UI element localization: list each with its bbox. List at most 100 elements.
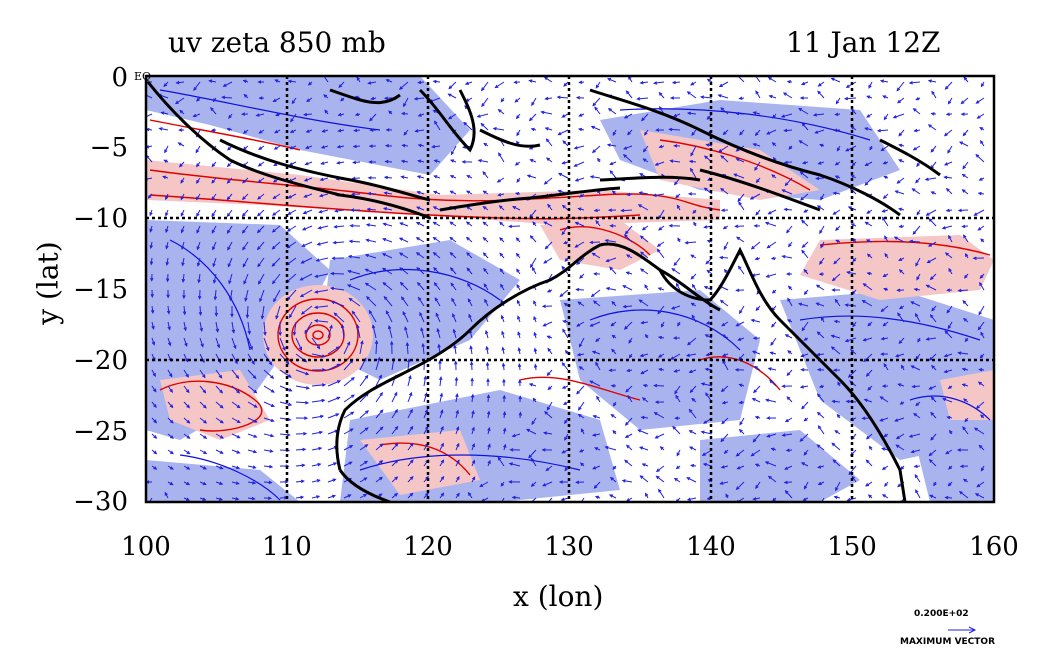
wind-vector-head xyxy=(466,175,471,179)
wind-vector-head xyxy=(547,386,552,391)
wind-vector-head xyxy=(820,244,824,249)
wind-vector-head xyxy=(609,476,614,481)
wind-vector-head xyxy=(755,90,759,95)
wind-vector-head xyxy=(639,173,644,177)
wind-vector-head xyxy=(211,163,216,168)
wind-vector-head xyxy=(739,131,743,136)
wind-vector-head xyxy=(690,152,694,157)
wind-vector-head xyxy=(627,131,631,136)
wind-vector-head xyxy=(670,306,676,310)
wind-vector-head xyxy=(924,177,929,181)
wind-vector-head xyxy=(471,443,475,448)
wind-vector-head xyxy=(832,368,837,372)
wind-vector-head xyxy=(272,195,277,200)
wind-vector xyxy=(272,241,281,250)
wind-vector xyxy=(755,90,761,99)
wind-vector-head xyxy=(455,393,459,398)
wind-vector-head xyxy=(915,312,919,317)
wind-vector-head xyxy=(686,91,691,95)
wind-vector-head xyxy=(847,206,852,210)
wind-vector-head xyxy=(719,255,724,260)
wind-vector-head xyxy=(786,80,791,84)
wind-vector xyxy=(416,237,425,243)
wind-vector-head xyxy=(513,80,518,84)
wind-vector-head xyxy=(211,196,215,201)
wind-vector xyxy=(897,312,905,323)
wind-vector-head xyxy=(781,189,786,193)
wind-vector-head xyxy=(881,384,886,388)
wind-vector-head xyxy=(450,159,455,163)
wind-vector xyxy=(407,459,414,467)
wind-vector-head xyxy=(639,446,644,450)
wind-vector-head xyxy=(152,388,157,393)
wind-vector xyxy=(448,93,457,99)
wind-vector-head xyxy=(382,238,387,242)
wind-vector-head xyxy=(639,268,644,272)
wind-vector-head xyxy=(167,326,171,331)
wind-vector-head xyxy=(863,358,868,363)
wind-vector xyxy=(263,401,275,407)
wind-vector-head xyxy=(866,95,871,99)
wind-vector xyxy=(319,209,329,213)
wind-vector xyxy=(167,369,173,377)
wind-vector xyxy=(866,369,873,377)
wind-vector-head xyxy=(673,113,678,117)
wind-vector xyxy=(315,289,329,293)
wind-vector xyxy=(531,97,537,106)
wind-vector-head xyxy=(843,96,849,101)
wind-vector xyxy=(256,113,265,117)
wind-vector xyxy=(182,257,185,266)
wind-vector-head xyxy=(657,354,662,358)
wind-vector xyxy=(167,401,173,408)
wind-vector xyxy=(530,257,537,268)
wind-vector xyxy=(316,257,329,262)
y-tick-label: −10 xyxy=(73,204,128,234)
wind-vector-head xyxy=(964,253,969,258)
wind-vector-head xyxy=(898,257,903,261)
wind-vector-head xyxy=(440,459,445,464)
wind-vector xyxy=(737,76,745,83)
wind-vector xyxy=(423,409,428,419)
wind-vector-head xyxy=(479,483,484,488)
wind-vector-head xyxy=(533,347,538,352)
wind-vector-head xyxy=(153,404,157,409)
wind-vector xyxy=(366,224,377,227)
wind-vector xyxy=(455,394,458,403)
wind-vector-head xyxy=(944,85,949,90)
wind-vector-head xyxy=(301,227,307,231)
wind-vector-head xyxy=(627,394,631,399)
wind-vector xyxy=(167,385,173,393)
wind-vector xyxy=(375,460,383,467)
wind-vector-head xyxy=(500,98,505,103)
wind-vector xyxy=(275,305,281,319)
wind-vector-head xyxy=(597,157,601,162)
wind-vector-head xyxy=(690,302,695,307)
wind-vector-head xyxy=(282,347,286,352)
wind-vector-head xyxy=(212,279,217,285)
wind-vector-head xyxy=(417,113,422,117)
wind-vector xyxy=(375,409,384,419)
wind-vector xyxy=(738,353,745,360)
wind-vector-head xyxy=(916,276,920,281)
wind-vector-head xyxy=(820,196,824,201)
wind-vector xyxy=(865,481,873,487)
wind-vector-head xyxy=(720,107,725,111)
wind-vector xyxy=(877,129,889,132)
wind-vector-head xyxy=(638,299,643,303)
wind-vector-head xyxy=(610,322,615,327)
wind-vector xyxy=(928,80,937,83)
wind-vector-head xyxy=(515,115,520,120)
wind-vector-head xyxy=(542,323,547,327)
wind-vector-head xyxy=(640,415,645,420)
wind-vector xyxy=(864,399,873,403)
wind-vector-head xyxy=(333,224,338,229)
wind-vector-head xyxy=(836,413,841,418)
wind-vector-head xyxy=(962,132,967,137)
wind-vector-head xyxy=(963,274,968,279)
wind-vector xyxy=(199,337,204,347)
wind-vector-head xyxy=(167,342,172,347)
wind-vector xyxy=(343,359,354,371)
wind-vector-head xyxy=(784,490,789,494)
wind-vector-head xyxy=(165,228,169,234)
wind-vector-head xyxy=(852,323,856,328)
